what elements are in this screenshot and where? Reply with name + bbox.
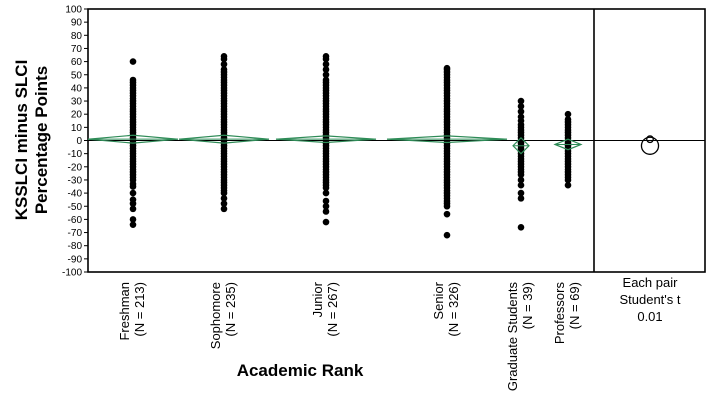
- category-name: Junior: [310, 281, 325, 317]
- category-labels: Freshman (N = 213) Sophomore (N = 235) Junio…: [117, 281, 582, 391]
- data-point: [517, 171, 525, 178]
- y-tick-label: -50: [68, 202, 83, 213]
- data-point: [564, 176, 572, 184]
- data-point: [517, 176, 525, 184]
- category-label: Graduate Students (N = 39): [505, 282, 535, 392]
- data-point: [322, 208, 330, 215]
- category-n: (N = 326): [446, 282, 461, 337]
- data-point: [322, 60, 330, 68]
- y-tick-label: 90: [71, 18, 83, 29]
- y-tick-label: 40: [71, 83, 83, 94]
- data-point: [517, 103, 525, 110]
- y-tick-label: 80: [71, 31, 83, 42]
- y-tick-label: -20: [68, 162, 83, 173]
- data-point: [322, 55, 330, 63]
- comparison-panel: Each pair Student's t 0.01: [619, 135, 681, 324]
- category-n: (N = 69): [567, 282, 582, 329]
- data-point: [443, 202, 451, 210]
- data-point: [220, 195, 228, 202]
- y-tick-label: -60: [68, 215, 83, 226]
- comparison-text: Student's t: [619, 292, 680, 307]
- category-n: (N = 267): [325, 282, 340, 337]
- data-point: [322, 189, 330, 197]
- data-point: [129, 205, 137, 213]
- y-axis-title-line2: Percentage Points: [32, 66, 51, 214]
- y-axis-ticks: 1009080706050403020100-10-20-30-40-50-60…: [62, 5, 88, 279]
- y-tick-label: -100: [62, 268, 82, 279]
- data-point: [517, 97, 525, 105]
- data-point: [129, 58, 137, 65]
- category-n: (N = 213): [132, 282, 147, 337]
- category-label: Sophomore (N = 235): [208, 282, 238, 349]
- data-point: [443, 210, 451, 218]
- data-point: [564, 110, 572, 118]
- data-point: [322, 66, 330, 73]
- comparison-circle: [646, 135, 654, 144]
- plot-frame: [87, 8, 706, 273]
- data-point: [129, 200, 137, 207]
- category-name: Graduate Students: [505, 282, 520, 392]
- y-tick-label: 60: [71, 57, 83, 68]
- data-point: [129, 183, 137, 190]
- data-point: [220, 60, 228, 68]
- category-name: Freshman: [117, 282, 132, 341]
- category-name: Senior: [431, 281, 446, 319]
- data-point: [322, 71, 330, 79]
- data-point: [220, 200, 228, 207]
- data-point: [129, 221, 137, 228]
- y-tick-label: 20: [71, 110, 83, 121]
- data-point: [517, 108, 525, 115]
- y-tick-label: -10: [68, 149, 83, 160]
- x-axis-title: Academic Rank: [237, 361, 364, 380]
- data-point: [220, 55, 228, 63]
- y-tick-label: 70: [71, 44, 83, 55]
- category-label: Junior (N = 267): [310, 281, 340, 336]
- category-n: (N = 235): [223, 282, 238, 337]
- y-tick-label: -80: [68, 241, 83, 252]
- category-label: Professors (N = 69): [552, 282, 582, 345]
- category-label: Freshman (N = 213): [117, 282, 147, 341]
- axis-titles: KSSLCI minus SLCI Percentage Points Acad…: [12, 60, 364, 380]
- y-tick-label: -40: [68, 189, 83, 200]
- y-tick-label: -30: [68, 175, 83, 186]
- data-point: [322, 202, 330, 210]
- data-point: [129, 189, 137, 197]
- y-tick-label: 10: [71, 123, 83, 134]
- comparison-text: 0.01: [637, 309, 662, 324]
- y-tick-label: 0: [76, 136, 82, 147]
- y-axis-title-line1: KSSLCI minus SLCI: [12, 60, 31, 221]
- data-point: [322, 184, 330, 192]
- comparison-circle: [640, 136, 660, 155]
- points-layer: [129, 53, 572, 239]
- data-point: [220, 205, 228, 213]
- y-tick-label: 50: [71, 70, 83, 81]
- data-point: [517, 223, 525, 231]
- category-label: Senior (N = 326): [431, 281, 461, 336]
- comparison-text: Each pair: [623, 275, 679, 290]
- data-point: [564, 181, 572, 189]
- data-point: [322, 218, 330, 226]
- category-name: Sophomore: [208, 282, 223, 349]
- data-point: [220, 189, 228, 197]
- data-point: [517, 195, 525, 202]
- category-n: (N = 39): [520, 282, 535, 329]
- mean-diamonds-layer: [87, 134, 583, 155]
- data-point: [517, 181, 525, 189]
- data-point: [322, 197, 330, 205]
- data-point: [443, 231, 451, 239]
- y-tick-label: 30: [71, 97, 83, 108]
- data-point: [517, 189, 525, 197]
- y-tick-label: -90: [68, 254, 83, 265]
- category-name: Professors: [552, 282, 567, 345]
- y-tick-label: -70: [68, 228, 83, 239]
- y-tick-label: 100: [65, 5, 82, 16]
- data-point: [129, 216, 137, 223]
